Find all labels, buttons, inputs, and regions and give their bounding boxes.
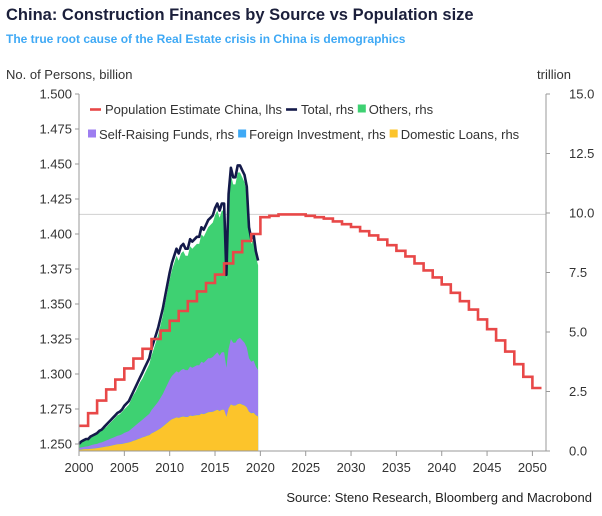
foreign-legend-label: Foreign Investment, rhs	[249, 127, 386, 142]
x-tick-label: 2015	[201, 460, 230, 475]
x-tick-label: 2020	[246, 460, 275, 475]
right-tick-label: 10.0	[569, 206, 594, 221]
domestic-loans-area	[79, 403, 259, 451]
left-tick-label: 1.325	[39, 332, 72, 347]
self_raising-legend-marker	[88, 129, 96, 138]
others-legend-marker	[357, 104, 366, 113]
left-tick-label: 1.300	[39, 367, 72, 382]
x-tick-label: 2040	[427, 460, 456, 475]
x-tick-label: 2025	[291, 460, 320, 475]
left-tick-label: 1.450	[39, 157, 72, 172]
x-tick-label: 2035	[382, 460, 411, 475]
left-axis-label: No. of Persons, billion	[6, 67, 132, 82]
left-tick-label: 1.375	[39, 262, 72, 277]
x-tick-label: 2010	[155, 460, 184, 475]
right-tick-label: 12.5	[569, 146, 594, 161]
others-legend-label: Others, rhs	[369, 102, 434, 117]
right-axis-label: trillion	[537, 67, 571, 82]
foreign-legend-marker	[238, 129, 247, 138]
right-tick-label: 5.0	[569, 325, 587, 340]
domestic-legend-label: Domestic Loans, rhs	[401, 127, 520, 142]
self_raising-legend-label: Self-Raising Funds, rhs	[99, 127, 235, 142]
population-line	[79, 213, 542, 428]
right-tick-label: 2.5	[569, 384, 587, 399]
x-tick-label: 2030	[337, 460, 366, 475]
x-tick-label: 2005	[110, 460, 139, 475]
left-tick-label: 1.250	[39, 437, 72, 452]
left-tick-label: 1.475	[39, 122, 72, 137]
total-legend-label: Total, rhs	[301, 102, 354, 117]
left-tick-label: 1.350	[39, 297, 72, 312]
population-legend-label: Population Estimate China, lhs	[105, 102, 283, 117]
right-tick-label: 7.5	[569, 265, 587, 280]
chart-title: China: Construction Finances by Source v…	[6, 6, 474, 24]
domestic-legend-marker	[389, 129, 398, 138]
left-tick-label: 1.425	[39, 192, 72, 207]
left-tick-label: 1.500	[39, 87, 72, 102]
left-tick-label: 1.400	[39, 227, 72, 242]
x-tick-label: 2000	[65, 460, 94, 475]
chart-subtitle: The true root cause of the Real Estate c…	[6, 32, 406, 46]
right-tick-label: 15.0	[569, 87, 594, 102]
x-tick-label: 2045	[473, 460, 502, 475]
total-line	[78, 164, 260, 445]
chart-source: Source: Steno Research, Bloomberg and Ma…	[286, 490, 592, 505]
x-tick-label: 2050	[518, 460, 547, 475]
right-tick-label: 0.0	[569, 444, 587, 459]
left-tick-label: 1.275	[39, 402, 72, 417]
